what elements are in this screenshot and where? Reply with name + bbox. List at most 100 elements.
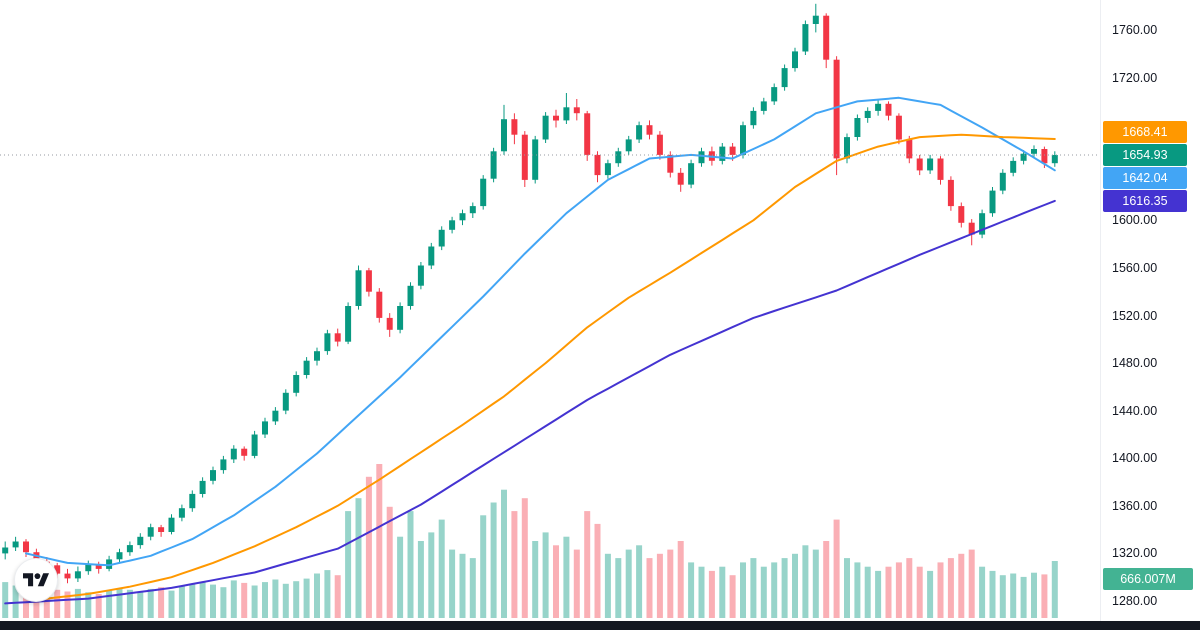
candle-body bbox=[158, 527, 165, 532]
candle-body bbox=[480, 178, 487, 207]
volume-bar bbox=[376, 464, 383, 618]
volume-bar bbox=[334, 575, 341, 618]
volume-bar bbox=[802, 545, 809, 618]
volume-bar bbox=[646, 558, 653, 618]
candle-body bbox=[864, 110, 871, 118]
volume-bar bbox=[220, 587, 227, 618]
volume-bar bbox=[12, 585, 19, 618]
volume-bar bbox=[407, 511, 414, 618]
price-axis-label: 1760.00 bbox=[1112, 23, 1158, 37]
candle-body bbox=[1020, 153, 1027, 161]
price-badge-ma-mid: 1668.41 bbox=[1103, 121, 1187, 143]
volume-bar bbox=[293, 581, 300, 618]
candle-body bbox=[262, 421, 268, 435]
volume-bar bbox=[85, 592, 92, 618]
volume-bar bbox=[438, 519, 445, 618]
volume-bar bbox=[916, 566, 923, 618]
price-axis-label: 1560.00 bbox=[1112, 260, 1158, 275]
candle-body bbox=[958, 206, 965, 223]
price-axis[interactable]: 1668.41 1654.93 1642.04 1616.35 666.007M… bbox=[1100, 0, 1200, 621]
volume-bar bbox=[449, 549, 456, 618]
volume-bar bbox=[178, 585, 185, 618]
volume-value-badge: 666.007M bbox=[1103, 568, 1193, 590]
price-badge-ma-fast: 1642.04 bbox=[1103, 167, 1187, 189]
volume-bar bbox=[771, 562, 778, 618]
volume-bar bbox=[511, 511, 518, 618]
candle-body bbox=[729, 146, 736, 155]
candle-body bbox=[12, 541, 19, 548]
volume-bar bbox=[459, 553, 466, 618]
candle-body bbox=[168, 517, 175, 532]
volume-bar bbox=[74, 588, 81, 618]
candle-body bbox=[324, 333, 331, 352]
candle-body bbox=[698, 151, 705, 164]
candle-body bbox=[719, 146, 726, 161]
volume-bar bbox=[906, 558, 913, 618]
price-axis-label: 1360.00 bbox=[1112, 498, 1158, 513]
volume-layer bbox=[2, 464, 1058, 618]
volume-bar bbox=[553, 545, 559, 618]
volume-bar bbox=[688, 562, 695, 618]
volume-bar bbox=[584, 511, 591, 618]
candle-body bbox=[916, 158, 923, 171]
volume-bar bbox=[999, 575, 1006, 618]
volume-bar bbox=[989, 570, 996, 618]
volume-bar bbox=[230, 580, 237, 618]
volume-bar bbox=[126, 589, 133, 618]
candle-body bbox=[397, 306, 404, 330]
volume-bar bbox=[1051, 561, 1058, 618]
volume-bar bbox=[417, 541, 424, 618]
volume-bar bbox=[895, 562, 902, 618]
candle-body bbox=[386, 317, 393, 330]
volume-bar bbox=[116, 588, 123, 618]
candle-body bbox=[376, 291, 383, 318]
candle-body bbox=[282, 392, 289, 411]
volume-bar bbox=[2, 582, 9, 618]
candle-body bbox=[792, 51, 798, 69]
volume-bar bbox=[636, 545, 643, 618]
tradingview-logo-icon bbox=[23, 572, 49, 586]
volume-bar bbox=[740, 562, 746, 618]
candle-body bbox=[334, 333, 341, 342]
candle-body bbox=[781, 68, 788, 88]
volume-bar bbox=[137, 591, 144, 618]
volume-bar bbox=[719, 566, 726, 618]
candle-body bbox=[584, 113, 591, 155]
volume-bar bbox=[750, 558, 757, 618]
ma-mid-line bbox=[45, 133, 1056, 600]
volume-bar bbox=[95, 594, 102, 618]
volume-bar bbox=[708, 570, 715, 618]
volume-bar bbox=[324, 570, 331, 618]
candle-body bbox=[542, 115, 549, 140]
tradingview-logo[interactable] bbox=[14, 558, 58, 602]
candle-body bbox=[989, 190, 996, 214]
volume-bar bbox=[875, 570, 882, 618]
candle-body bbox=[116, 552, 123, 560]
time-axis-bar[interactable] bbox=[0, 621, 1200, 630]
candle-body bbox=[106, 559, 113, 569]
volume-bar bbox=[823, 541, 830, 618]
candle-body bbox=[74, 571, 81, 579]
candle-body bbox=[469, 206, 476, 214]
volume-bar bbox=[594, 523, 601, 618]
volume-bar bbox=[885, 566, 892, 618]
volume-bar bbox=[563, 536, 570, 618]
candle-body bbox=[459, 213, 466, 221]
candle-body bbox=[885, 103, 892, 116]
volume-bar bbox=[106, 590, 113, 618]
candle-body bbox=[646, 125, 653, 135]
candle-body bbox=[875, 103, 882, 111]
volume-bar bbox=[677, 541, 684, 618]
volume-bar bbox=[501, 489, 507, 618]
price-axis-separator bbox=[1100, 0, 1101, 621]
volume-bar bbox=[386, 506, 393, 618]
price-badge-last: 1654.93 bbox=[1103, 144, 1187, 166]
candle-body bbox=[563, 107, 570, 121]
candle-body bbox=[189, 493, 196, 509]
candle-body bbox=[854, 118, 861, 137]
volume-bar bbox=[303, 578, 310, 618]
candle-body bbox=[521, 134, 528, 180]
candle-body bbox=[604, 163, 611, 176]
candle-body bbox=[553, 115, 559, 121]
